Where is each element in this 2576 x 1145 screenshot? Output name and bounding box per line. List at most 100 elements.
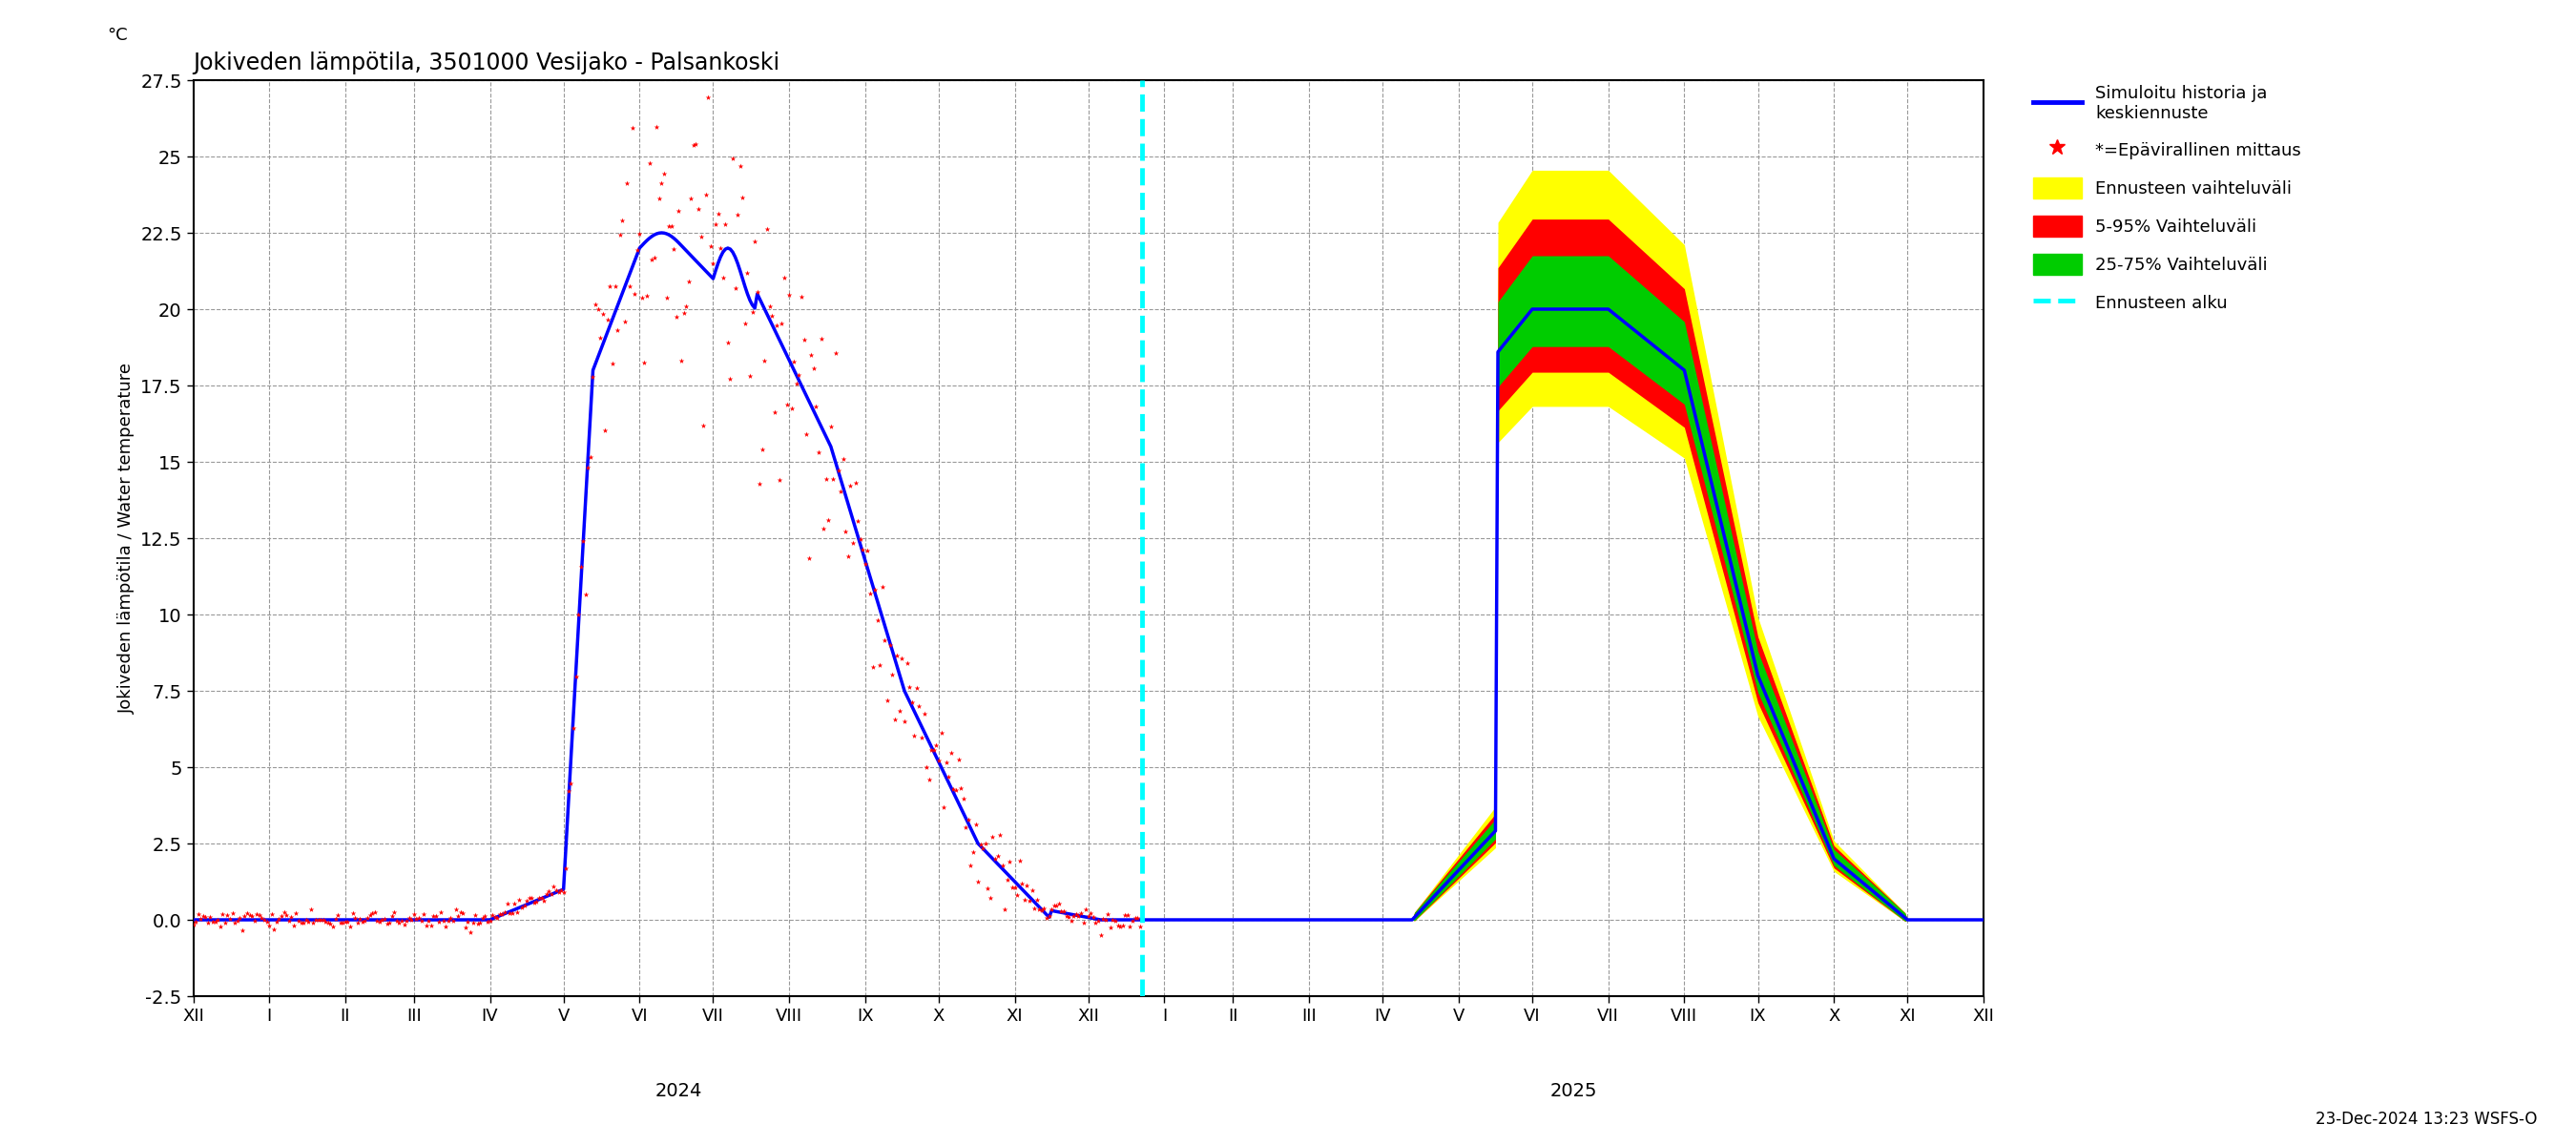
Point	[631, 251, 672, 269]
Point	[1110, 917, 1151, 935]
Point	[696, 214, 737, 232]
Point	[724, 314, 765, 332]
Point	[394, 905, 435, 923]
Point	[173, 915, 214, 933]
Point	[894, 726, 935, 744]
Point	[464, 907, 505, 925]
Point	[533, 877, 574, 895]
Point	[510, 889, 551, 907]
Point	[806, 469, 848, 488]
Point	[265, 906, 307, 924]
Point	[654, 240, 696, 259]
Point	[479, 906, 520, 924]
Point	[201, 906, 242, 924]
Point	[1025, 909, 1066, 927]
Point	[611, 119, 652, 137]
Point	[781, 287, 822, 306]
Point	[319, 914, 361, 932]
Point	[770, 398, 811, 417]
Point	[981, 856, 1023, 875]
Point	[1100, 917, 1141, 935]
Point	[1118, 909, 1159, 927]
Point	[1059, 907, 1100, 925]
Point	[837, 512, 878, 530]
Point	[453, 906, 495, 924]
Point	[386, 911, 428, 930]
Point	[811, 469, 853, 488]
Point	[196, 913, 237, 931]
Point	[1061, 905, 1103, 923]
Point	[1005, 891, 1046, 909]
Point	[526, 885, 567, 903]
Text: 2024: 2024	[654, 1082, 703, 1099]
Point	[185, 908, 227, 926]
Point	[662, 303, 703, 322]
Point	[1118, 917, 1159, 935]
Point	[1092, 911, 1133, 930]
Point	[348, 909, 389, 927]
Point	[729, 366, 770, 385]
Point	[896, 679, 938, 697]
Point	[361, 910, 402, 929]
Point	[636, 118, 677, 136]
Point	[281, 914, 322, 932]
Point	[1028, 907, 1069, 925]
Point	[211, 903, 252, 922]
Point	[747, 220, 788, 238]
Point	[513, 893, 554, 911]
Point	[1056, 906, 1097, 924]
Point	[956, 815, 997, 834]
Point	[742, 440, 783, 458]
Point	[507, 889, 549, 907]
Point	[301, 910, 343, 929]
Point	[260, 907, 301, 925]
Point	[811, 418, 853, 436]
Point	[966, 834, 1007, 852]
Point	[1030, 900, 1072, 918]
Point	[793, 360, 835, 378]
Point	[917, 751, 958, 769]
Point	[850, 585, 891, 603]
Point	[773, 353, 814, 371]
Point	[976, 846, 1018, 864]
Point	[634, 248, 675, 267]
Point	[567, 458, 608, 476]
Point	[698, 205, 739, 223]
Point	[999, 851, 1041, 869]
Point	[961, 835, 1002, 853]
Point	[345, 911, 386, 930]
Text: °C: °C	[108, 26, 129, 44]
Point	[397, 910, 438, 929]
Point	[969, 889, 1010, 907]
Point	[492, 903, 533, 922]
Point	[428, 911, 469, 930]
Point	[549, 782, 590, 800]
Point	[180, 910, 222, 929]
Point	[577, 300, 618, 318]
Point	[1010, 891, 1051, 909]
Point	[276, 905, 317, 923]
Point	[647, 289, 688, 307]
Point	[229, 906, 270, 924]
Point	[860, 655, 902, 673]
Point	[270, 907, 312, 925]
Point	[652, 216, 693, 235]
Point	[971, 827, 1012, 845]
Point	[951, 856, 992, 875]
Point	[866, 692, 907, 710]
Point	[471, 906, 513, 924]
Point	[1115, 908, 1157, 926]
Point	[252, 921, 294, 939]
Point	[690, 237, 732, 255]
Point	[515, 893, 556, 911]
Point	[925, 753, 966, 772]
Point	[242, 909, 283, 927]
Point	[193, 913, 234, 931]
Point	[255, 913, 296, 931]
Point	[907, 758, 948, 776]
Point	[739, 475, 781, 493]
Point	[456, 915, 497, 933]
Point	[853, 658, 894, 677]
Point	[340, 909, 381, 927]
Point	[922, 798, 963, 816]
